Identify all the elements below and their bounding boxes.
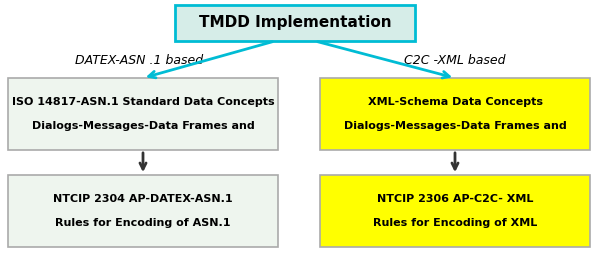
Bar — [8, 78, 278, 150]
Text: Rules for Encoding of ASN.1: Rules for Encoding of ASN.1 — [55, 218, 231, 227]
Text: Dialogs-Messages-Data Frames and: Dialogs-Messages-Data Frames and — [32, 120, 254, 130]
Bar — [320, 78, 590, 150]
Text: DATEX-ASN .1 based: DATEX-ASN .1 based — [75, 53, 203, 67]
Text: NTCIP 2304 AP-DATEX-ASN.1: NTCIP 2304 AP-DATEX-ASN.1 — [53, 194, 233, 204]
Text: ISO 14817-ASN.1 Standard Data Concepts: ISO 14817-ASN.1 Standard Data Concepts — [11, 98, 274, 108]
Bar — [320, 175, 590, 247]
Text: C2C -XML based: C2C -XML based — [404, 53, 506, 67]
Text: TMDD Implementation: TMDD Implementation — [199, 16, 391, 31]
Text: Rules for Encoding of XML: Rules for Encoding of XML — [373, 218, 537, 227]
Text: NTCIP 2306 AP-C2C- XML: NTCIP 2306 AP-C2C- XML — [377, 194, 533, 204]
Text: Dialogs-Messages-Data Frames and: Dialogs-Messages-Data Frames and — [344, 120, 566, 130]
Bar — [8, 175, 278, 247]
Text: XML-Schema Data Concepts: XML-Schema Data Concepts — [367, 98, 542, 108]
Bar — [175, 5, 415, 41]
